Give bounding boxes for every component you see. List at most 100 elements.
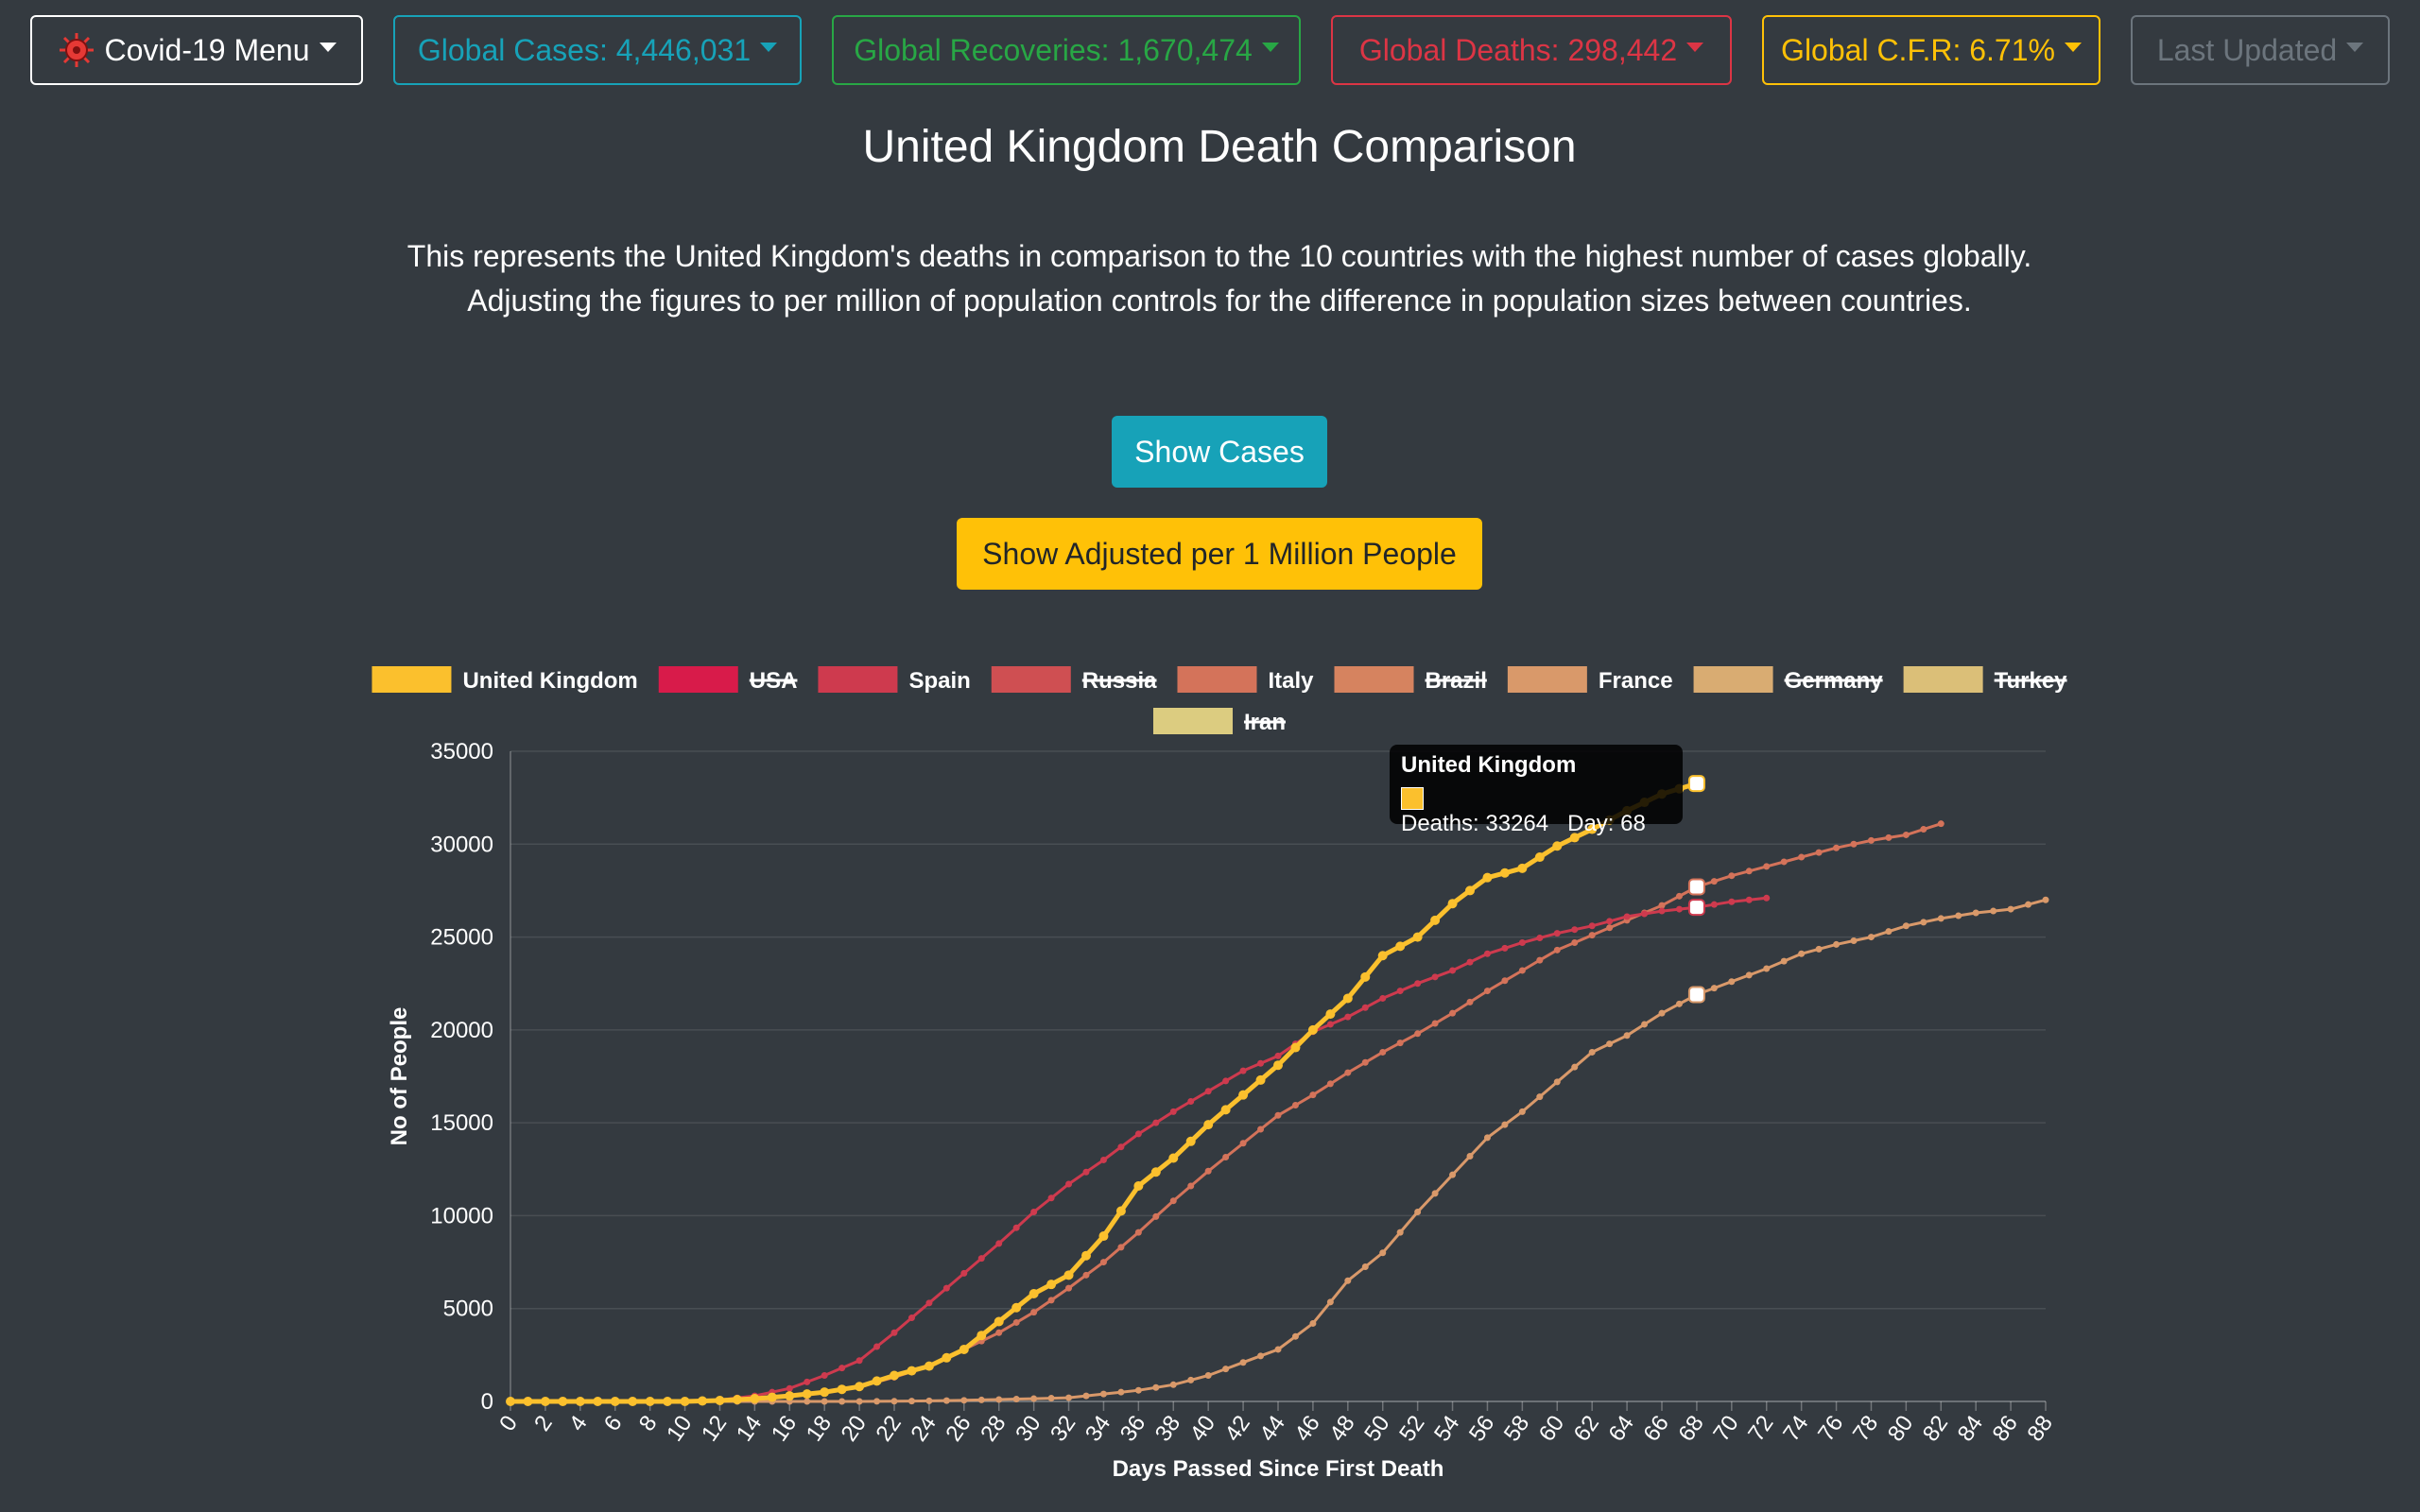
data-point-france: [890, 1398, 898, 1405]
global-cfr-dropdown[interactable]: Global C.F.R: 6.71%: [1762, 15, 2100, 85]
data-point-spain: [1745, 896, 1753, 903]
data-point-france: [1047, 1395, 1055, 1402]
chevron-down-icon: [2346, 43, 2364, 52]
data-point-spain: [1204, 1088, 1212, 1095]
data-point-united-kingdom: [1185, 1136, 1196, 1146]
data-point-italy: [1379, 1048, 1387, 1056]
data-point-france: [908, 1398, 915, 1405]
data-point-france: [1012, 1396, 1020, 1403]
covid-menu-dropdown[interactable]: Covid-19 Menu: [30, 15, 363, 85]
tooltip-body: Deaths: 33264 Day: 68: [1401, 811, 1646, 836]
data-point-france: [1117, 1388, 1125, 1396]
data-point-united-kingdom: [698, 1396, 707, 1406]
data-point-france: [960, 1397, 968, 1404]
data-point-france: [1990, 907, 1997, 915]
x-tick-label: 54: [1429, 1411, 1464, 1446]
legend-swatch-spain[interactable]: [818, 666, 898, 693]
data-point-italy: [1396, 1040, 1404, 1047]
last-updated-dropdown[interactable]: Last Updated: [2131, 15, 2390, 85]
data-point-france: [1361, 1263, 1369, 1270]
y-axis-title: No of People: [387, 1007, 412, 1146]
data-point-united-kingdom: [1203, 1120, 1214, 1130]
data-point-spain: [1361, 1004, 1369, 1011]
legend-swatch-usa[interactable]: [658, 666, 738, 693]
data-point-united-kingdom: [1273, 1060, 1283, 1071]
x-tick-label: 4: [564, 1411, 593, 1435]
global-cases-label: Global Cases: 4,446,031: [417, 32, 752, 67]
legend-swatch-brazil[interactable]: [1334, 666, 1414, 693]
data-point-france: [838, 1398, 846, 1405]
show-adjusted-button[interactable]: Show Adjusted per 1 Million People: [957, 518, 1482, 590]
data-point-united-kingdom: [1377, 951, 1388, 961]
data-point-spain: [1763, 894, 1771, 902]
data-point-spain: [1169, 1108, 1177, 1115]
legend-label-italy[interactable]: Italy: [1268, 668, 1314, 694]
x-tick-label: 12: [697, 1411, 732, 1446]
data-point-france: [873, 1398, 881, 1405]
data-point-spain: [1117, 1143, 1125, 1151]
legend-swatch-united-kingdom[interactable]: [372, 666, 452, 693]
data-point-spain: [1379, 994, 1387, 1002]
data-point-italy: [1483, 988, 1491, 995]
data-point-spain: [873, 1343, 881, 1350]
data-point-italy: [1920, 826, 1927, 833]
data-point-france: [977, 1396, 985, 1403]
data-point-italy: [1728, 872, 1736, 880]
data-point-france: [1623, 1032, 1631, 1040]
data-point-united-kingdom: [872, 1376, 882, 1386]
chevron-down-icon: [1686, 43, 1704, 52]
legend-label-united-kingdom[interactable]: United Kingdom: [462, 668, 637, 694]
data-point-france: [1099, 1390, 1107, 1398]
legend-swatch-iran[interactable]: [1152, 708, 1233, 734]
global-cases-dropdown[interactable]: Global Cases: 4,446,031: [393, 15, 802, 85]
data-point-spain: [1030, 1208, 1038, 1215]
x-tick-label: 26: [941, 1411, 976, 1446]
data-point-france: [1134, 1386, 1142, 1394]
x-tick-label: 76: [1813, 1411, 1848, 1446]
data-point-united-kingdom: [959, 1344, 969, 1354]
legend-swatch-turkey[interactable]: [1903, 666, 1983, 693]
data-point-france: [1274, 1346, 1282, 1353]
data-point-france: [1344, 1277, 1352, 1284]
data-point-france: [1972, 909, 1979, 917]
legend-swatch-germany[interactable]: [1693, 666, 1773, 693]
data-point-italy: [1274, 1111, 1282, 1119]
x-tick-label: 6: [599, 1411, 628, 1435]
data-point-france: [1850, 937, 1858, 945]
data-point-italy: [1658, 902, 1666, 909]
x-tick-label: 88: [2022, 1411, 2057, 1446]
data-point-italy: [1344, 1069, 1352, 1076]
data-point-spain: [1134, 1130, 1142, 1138]
legend-swatch-france[interactable]: [1507, 666, 1587, 693]
data-point-france: [942, 1397, 950, 1404]
global-recoveries-dropdown[interactable]: Global Recoveries: 1,670,474: [832, 15, 1301, 85]
legend-swatch-italy[interactable]: [1177, 666, 1257, 693]
data-point-italy: [1745, 868, 1753, 875]
page-description: This represents the United Kingdom's dea…: [359, 234, 2080, 323]
data-point-italy: [1571, 938, 1579, 946]
data-point-united-kingdom: [1482, 872, 1493, 883]
data-point-italy: [1291, 1101, 1299, 1108]
x-tick-label: 18: [802, 1411, 837, 1446]
data-point-france: [1239, 1359, 1247, 1366]
data-point-united-kingdom: [506, 1397, 515, 1406]
data-point-united-kingdom: [593, 1397, 603, 1406]
data-point-italy: [1065, 1284, 1073, 1292]
data-point-italy: [1082, 1271, 1090, 1279]
x-tick-label: 46: [1289, 1411, 1324, 1446]
data-point-spain: [942, 1284, 950, 1292]
global-deaths-dropdown[interactable]: Global Deaths: 298,442: [1331, 15, 1732, 85]
x-axis-title: Days Passed Since First Death: [1113, 1456, 1444, 1482]
data-point-spain: [856, 1357, 863, 1365]
data-point-united-kingdom: [994, 1316, 1004, 1327]
data-point-united-kingdom: [750, 1394, 760, 1404]
legend-label-spain[interactable]: Spain: [908, 668, 970, 694]
legend-label-france[interactable]: France: [1599, 668, 1673, 694]
legend-swatch-russia[interactable]: [991, 666, 1071, 693]
y-tick-label: 30000: [430, 832, 493, 857]
data-point-spain: [786, 1384, 793, 1392]
x-tick-label: 22: [871, 1411, 906, 1446]
highlight-point-spain: [1687, 899, 1705, 917]
show-cases-button[interactable]: Show Cases: [1112, 416, 1327, 488]
data-point-france: [1536, 1093, 1544, 1101]
